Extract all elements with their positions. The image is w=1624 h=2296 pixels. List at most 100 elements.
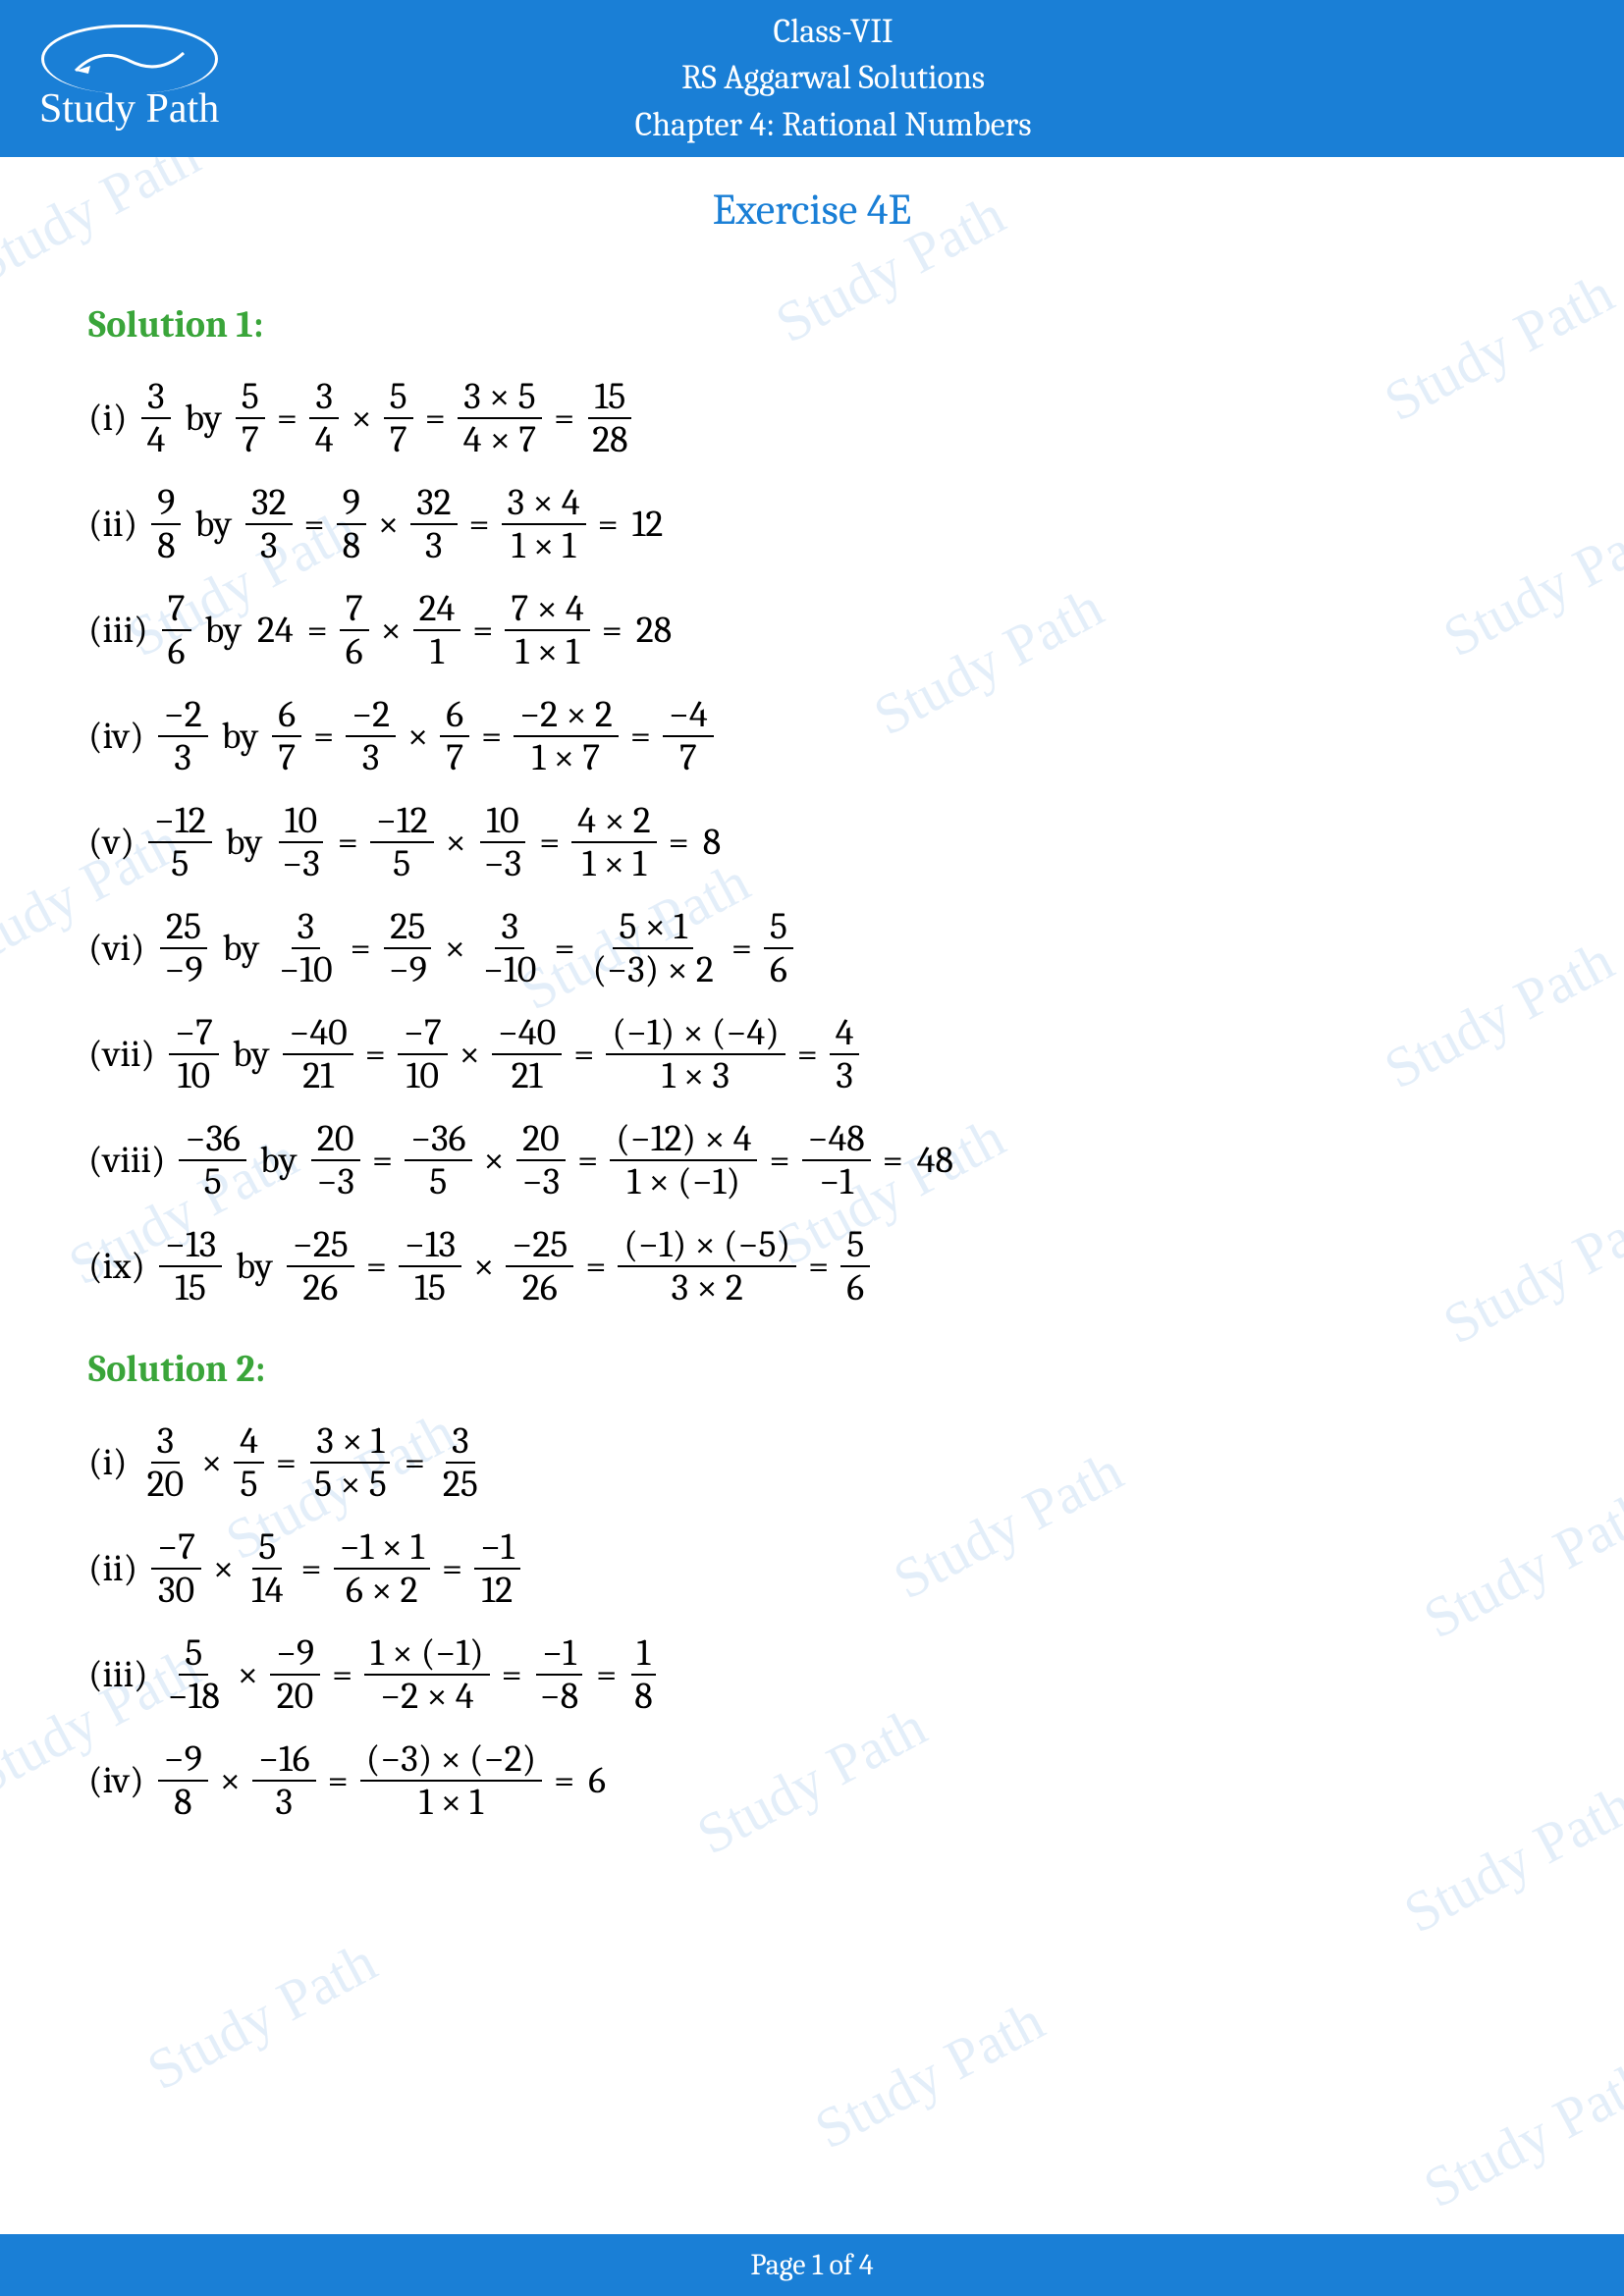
whole-number: 24 (257, 612, 294, 649)
content: Solution 1: (i)34by57=34×57=3 × 54 × 7=1… (0, 235, 1624, 1823)
fraction: 57 (236, 376, 265, 460)
pen-icon (71, 41, 189, 80)
equation-row: (viii)−365by20−3=−365×20−3=(−12) × 41 × … (88, 1118, 1536, 1202)
numerator: 5 (236, 376, 265, 419)
fraction: −98 (158, 1738, 208, 1823)
operator: = (469, 506, 490, 543)
watermark: Study Path (804, 1988, 1055, 2163)
denominator: 6 × 2 (340, 1570, 424, 1611)
operator: × (407, 718, 428, 755)
denominator: 3 (254, 525, 284, 566)
fraction: −920 (270, 1632, 320, 1717)
fraction: (−3) × (−2)1 × 1 (360, 1738, 542, 1823)
denominator: 1 × 1 (510, 631, 585, 672)
fraction: −112 (474, 1526, 520, 1611)
operator: = (731, 930, 752, 967)
operator: = (307, 612, 328, 649)
operator: = (328, 1762, 349, 1799)
by-word: by (185, 400, 222, 437)
numerator: −1 (474, 1526, 520, 1570)
numerator: 5 (840, 1224, 870, 1267)
numerator: −13 (159, 1224, 222, 1267)
fraction: (−1) × (−4)1 × 3 (606, 1012, 785, 1096)
denominator: 3 (830, 1055, 859, 1096)
fraction: −1 × 16 × 2 (334, 1526, 430, 1611)
operator: = (304, 506, 325, 543)
numerator: −40 (492, 1012, 562, 1055)
denominator: 26 (516, 1267, 564, 1308)
denominator: 4 × 7 (458, 419, 542, 460)
fraction: −730 (151, 1526, 201, 1611)
operator: = (366, 1248, 387, 1285)
roman-label: (v) (88, 824, 135, 861)
operator: = (425, 400, 446, 437)
denominator: 15 (408, 1267, 452, 1308)
operator: × (352, 400, 372, 437)
numerator: 9 (337, 482, 366, 525)
numerator: 32 (410, 482, 457, 525)
operator: = (442, 1550, 462, 1587)
denominator: 5 (387, 843, 416, 884)
numerator: −2 (346, 694, 396, 737)
operator: = (472, 612, 493, 649)
numerator: 10 (480, 800, 524, 843)
fraction: −47 (663, 694, 714, 778)
roman-label: (i) (88, 400, 128, 437)
numerator: −9 (270, 1632, 320, 1676)
denominator: −18 (162, 1676, 226, 1717)
numerator: 3 (292, 906, 321, 949)
denominator: 7 (674, 737, 703, 778)
denominator: 5 (423, 1161, 453, 1202)
equation-row: (vi)25−9by3−10=25−9×3−10=5 × 1(−3) × 2=5… (88, 906, 1536, 990)
fraction: −2 × 21 × 7 (514, 694, 619, 778)
denominator: −1 (813, 1161, 859, 1202)
operator: = (332, 1656, 352, 1693)
by-word: by (236, 1248, 273, 1285)
fraction: 56 (840, 1224, 870, 1308)
fraction: 3−10 (273, 906, 338, 990)
numerator: 5 (179, 1632, 208, 1676)
operator: = (769, 1142, 789, 1179)
fraction: 76 (340, 588, 369, 672)
denominator: −3 (276, 843, 326, 884)
operator: × (484, 1142, 505, 1179)
numerator: −2 (158, 694, 208, 737)
fraction: 323 (245, 482, 292, 566)
roman-label: (viii) (88, 1142, 165, 1179)
denominator: 21 (506, 1055, 549, 1096)
fraction: 4 × 21 × 1 (571, 800, 656, 884)
solution-2-equations: (i)320×45=3 × 15 × 5=325(ii)−730×514=−1 … (88, 1420, 1536, 1823)
operator: = (301, 1550, 322, 1587)
numerator: 9 (151, 482, 181, 525)
fraction: 45 (234, 1420, 264, 1505)
operator: = (405, 1444, 425, 1481)
numerator: 20 (311, 1118, 360, 1161)
denominator: 7 (384, 419, 413, 460)
numerator: −13 (399, 1224, 461, 1267)
denominator: −9 (383, 949, 433, 990)
fraction: 3−10 (477, 906, 542, 990)
header-line3: Chapter 4: Rational Numbers (81, 102, 1585, 149)
by-word: by (233, 1036, 270, 1073)
equation-row: (i)320×45=3 × 15 × 5=325 (88, 1420, 1536, 1505)
fraction: −1315 (159, 1224, 222, 1308)
denominator: 6 (764, 949, 793, 990)
denominator: 1 × 1 (576, 843, 652, 884)
fraction: −365 (179, 1118, 245, 1202)
fraction: 20−3 (516, 1118, 567, 1202)
numerator: 6 (440, 694, 469, 737)
operator: × (473, 1248, 494, 1285)
equation-row: (vii)−710by−4021=−710×−4021=(−1) × (−4)1… (88, 1012, 1536, 1096)
fraction: 1528 (586, 376, 633, 460)
fraction: 325 (437, 1420, 484, 1505)
equation-row: (v)−125by10−3=−125×10−3=4 × 21 × 1=8 (88, 800, 1536, 884)
fraction: 10−3 (478, 800, 528, 884)
denominator: 1 × (−1) (622, 1161, 746, 1202)
fraction: 10−3 (276, 800, 326, 884)
equation-row: (iii)5−18×−920=1 × (−1)−2 × 4=−1−8=18 (88, 1632, 1536, 1717)
numerator: −16 (252, 1738, 316, 1782)
roman-label: (i) (88, 1444, 128, 1481)
fraction: 7 × 41 × 1 (505, 588, 589, 672)
denominator: −8 (534, 1676, 584, 1717)
denominator: −3 (516, 1161, 567, 1202)
